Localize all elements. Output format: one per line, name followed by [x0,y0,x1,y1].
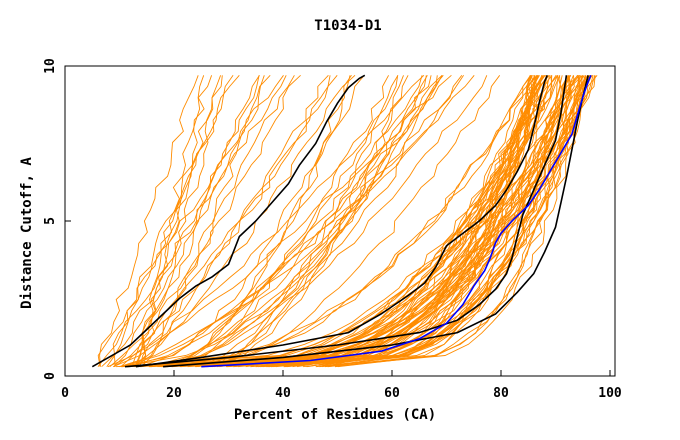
orange-series-line [271,75,596,368]
orange-series-line [203,75,569,368]
orange-series-line [216,74,583,368]
blue-series-line [201,74,592,368]
orange-series-line [174,75,365,368]
orange-series-line [233,75,580,368]
orange-series-line [201,75,533,368]
highlight-series-group [91,74,592,368]
y-tick-label: 10 [43,58,58,74]
orange-series-line [134,75,213,367]
orange-series-line [120,75,338,368]
orange-series-line [113,74,452,368]
orange-series-line [327,75,586,368]
orange-series-line [101,75,260,368]
orange-series-line [257,75,589,368]
orange-series-line [201,75,585,368]
orange-series-line [210,75,545,368]
orange-series-line [128,75,444,368]
orange-series-group [97,74,598,368]
orange-series-line [106,75,240,367]
orange-series-line [120,75,475,368]
orange-series-line [159,75,531,368]
orange-series-line [135,75,222,367]
x-tick-label: 20 [166,386,182,401]
x-axis: 0 20 40 60 80 100 [61,370,622,401]
orange-series-line [209,75,409,368]
orange-series-line [325,75,535,368]
orange-series-line [158,75,488,368]
orange-series-line [99,75,199,367]
x-tick-label: 40 [275,386,291,401]
orange-series-line [97,75,287,367]
orange-series-line [207,75,588,368]
orange-series-line [121,75,399,368]
orange-series-line [213,75,399,368]
orange-series-line [121,75,539,368]
orange-series-line [128,75,533,368]
orange-series-line [198,75,404,368]
orange-series-line [121,75,572,368]
x-axis-label: Percent of Residues (CA) [234,407,436,423]
x-tick-label: 60 [384,386,400,401]
y-tick-label: 5 [43,217,58,225]
orange-series-line [113,75,260,368]
orange-series-line [203,75,536,368]
orange-series-line [163,75,351,368]
orange-series-line [212,75,546,368]
chart-title: T1034-D1 [314,18,381,34]
orange-series-line [134,75,223,368]
orange-series-line [139,75,352,368]
orange-series-line [134,75,331,368]
black-series-line [135,74,549,368]
orange-series-line [148,75,438,368]
orange-series-line [139,75,265,367]
orange-series-line [180,75,572,368]
orange-series-line [306,74,581,368]
orange-series-line [195,75,389,367]
orange-series-line [114,75,234,367]
orange-series-line [150,75,539,368]
x-tick-label: 80 [493,386,509,401]
x-tick-label: 100 [598,386,622,401]
orange-series-line [269,75,536,368]
orange-series-line [238,75,551,368]
orange-series-line [107,74,425,368]
orange-series-line [119,75,463,368]
orange-series-line [225,75,548,368]
orange-series-line [322,74,539,368]
orange-series-line [245,75,558,368]
black-series-line [124,75,568,368]
y-axis: 0 5 10 [43,58,71,380]
x-tick-label: 0 [61,386,69,401]
orange-series-line [214,75,464,368]
orange-series-line [97,75,284,367]
orange-series-line [140,75,549,368]
black-series-line [91,74,366,368]
orange-series-line [334,75,589,368]
orange-series-line [141,75,295,368]
orange-series-line [123,75,443,368]
orange-series-line [148,75,592,368]
orange-series-line [296,75,598,368]
orange-series-line [212,75,501,368]
orange-series-line [262,75,539,368]
y-tick-label: 0 [43,372,58,380]
y-axis-label: Distance Cutoff, A [19,157,35,309]
orange-series-line [157,75,428,368]
